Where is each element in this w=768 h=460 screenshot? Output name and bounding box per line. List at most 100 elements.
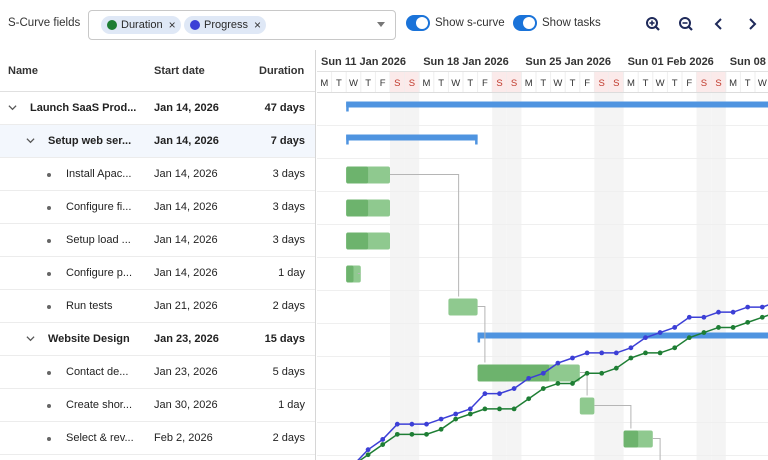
chip-progress[interactable]: Progress × (184, 16, 267, 34)
scurve-point-progress[interactable] (380, 437, 386, 442)
scurve-fields-select[interactable]: Duration × Progress × (88, 10, 396, 40)
table-row[interactable]: Contact de... Jan 23, 2026 5 days (0, 356, 315, 389)
task-start-date[interactable]: Jan 14, 2026 (154, 234, 218, 246)
scurve-point-duration[interactable] (380, 442, 386, 447)
task-start-date[interactable]: Jan 30, 2026 (154, 399, 218, 411)
task-name[interactable]: Setup load ... (66, 234, 131, 246)
scurve-point-duration[interactable] (759, 314, 765, 320)
task-duration[interactable]: 47 days (264, 102, 305, 114)
table-row[interactable]: Create shor... Jan 30, 2026 1 day (0, 389, 315, 422)
scurve-point-duration[interactable] (686, 335, 692, 341)
scurve-point-progress[interactable] (701, 314, 707, 320)
task-duration[interactable]: 1 day (278, 399, 305, 411)
scurve-point-progress[interactable] (555, 360, 561, 366)
scurve-point-duration[interactable] (730, 325, 736, 330)
scurve-point-duration[interactable] (745, 319, 751, 325)
task-name[interactable]: Select & rev... (66, 432, 134, 444)
chevron-right-icon[interactable] (742, 14, 762, 34)
task-duration[interactable]: 7 days (270, 135, 305, 147)
scurve-point-progress[interactable] (424, 421, 429, 427)
scurve-point-progress[interactable] (540, 370, 546, 376)
column-header-name[interactable]: Name (8, 65, 38, 77)
task-start-date[interactable]: Jan 14, 2026 (154, 267, 218, 279)
scurve-point-duration[interactable] (467, 411, 473, 417)
zoom-out-icon[interactable] (676, 14, 696, 34)
show-scurve-toggle[interactable] (406, 15, 430, 31)
show-tasks-toggle[interactable] (513, 15, 537, 31)
scurve-point-duration[interactable] (540, 386, 546, 391)
scurve-point-progress[interactable] (438, 416, 444, 422)
scurve-point-progress[interactable] (657, 330, 663, 335)
scurve-point-progress[interactable] (672, 325, 678, 330)
scurve-point-progress[interactable] (730, 309, 736, 315)
scurve-point-progress[interactable] (453, 411, 459, 417)
scurve-point-progress[interactable] (686, 314, 692, 320)
chevron-down-icon[interactable] (26, 136, 35, 145)
scurve-point-progress[interactable] (643, 335, 648, 341)
scurve-point-duration[interactable] (424, 431, 429, 437)
scurve-point-duration[interactable] (701, 330, 707, 335)
scurve-point-progress[interactable] (628, 345, 634, 351)
task-start-date[interactable]: Jan 23, 2026 (154, 366, 218, 378)
chevron-left-icon[interactable] (709, 14, 729, 34)
scurve-point-duration[interactable] (511, 406, 517, 412)
chevron-down-icon[interactable] (8, 103, 17, 112)
scurve-point-duration[interactable] (394, 431, 400, 437)
table-row[interactable]: Configure p... Jan 14, 2026 1 day (0, 257, 315, 290)
chevron-down-icon[interactable] (26, 334, 35, 343)
task-duration[interactable]: 1 day (278, 267, 305, 279)
scurve-point-duration[interactable] (613, 365, 619, 371)
scurve-point-duration[interactable] (453, 416, 459, 422)
table-row[interactable]: Select & rev... Feb 2, 2026 2 days (0, 422, 315, 455)
scurve-point-duration[interactable] (570, 381, 575, 386)
scurve-point-progress[interactable] (570, 355, 575, 361)
scurve-point-duration[interactable] (628, 355, 634, 361)
scurve-point-duration[interactable] (657, 350, 663, 356)
column-header-start-date[interactable]: Start date (154, 65, 205, 77)
scurve-point-progress[interactable] (482, 391, 488, 397)
summary-bar-website[interactable] (477, 332, 768, 339)
scurve-point-duration[interactable] (599, 370, 605, 376)
scurve-point-duration[interactable] (643, 350, 648, 356)
scurve-point-duration[interactable] (555, 381, 561, 386)
scurve-point-progress[interactable] (394, 421, 400, 427)
task-duration[interactable]: 3 days (272, 201, 305, 213)
task-start-date[interactable]: Jan 14, 2026 (154, 201, 218, 213)
task-start-date[interactable]: Jan 21, 2026 (154, 300, 218, 312)
scurve-point-progress[interactable] (526, 375, 532, 381)
scurve-point-progress[interactable] (599, 350, 605, 356)
task-duration[interactable]: 15 days (264, 333, 305, 345)
chevron-down-icon[interactable] (377, 22, 385, 27)
task-duration[interactable]: 5 days (272, 366, 305, 378)
task-duration[interactable]: 3 days (272, 234, 305, 246)
table-row[interactable]: Configure fi... Jan 14, 2026 3 days (0, 191, 315, 224)
scurve-point-progress[interactable] (759, 304, 765, 310)
task-name[interactable]: Setup web ser... (48, 135, 132, 147)
task-start-date[interactable]: Jan 14, 2026 (154, 168, 218, 180)
task-bar[interactable] (579, 397, 595, 415)
scurve-point-duration[interactable] (672, 345, 678, 351)
zoom-in-icon[interactable] (643, 14, 663, 34)
summary-bar-setup[interactable] (346, 134, 478, 141)
scurve-point-progress[interactable] (511, 386, 517, 391)
task-name[interactable]: Launch SaaS Prod... (30, 102, 137, 114)
chip-duration-remove-icon[interactable]: × (168, 18, 176, 32)
scurve-point-duration[interactable] (409, 431, 415, 437)
task-name[interactable]: Configure fi... (66, 201, 132, 213)
scurve-point-progress[interactable] (497, 391, 502, 397)
scurve-point-duration[interactable] (497, 406, 502, 412)
task-duration[interactable]: 2 days (272, 432, 305, 444)
task-name[interactable]: Install Apac... (66, 168, 132, 180)
task-name[interactable]: Configure p... (66, 267, 133, 279)
scurve-point-progress[interactable] (365, 447, 371, 453)
task-name[interactable]: Run tests (66, 300, 113, 312)
task-start-date[interactable]: Jan 14, 2026 (154, 102, 219, 114)
task-start-date[interactable]: Jan 14, 2026 (154, 135, 219, 147)
table-row[interactable]: Run tests Jan 21, 2026 2 days (0, 290, 315, 323)
task-bar[interactable] (448, 298, 478, 316)
scurve-point-duration[interactable] (365, 452, 371, 458)
column-header-duration[interactable]: Duration (259, 65, 305, 77)
scurve-point-progress[interactable] (467, 406, 473, 412)
task-start-date[interactable]: Jan 23, 2026 (154, 333, 219, 345)
task-start-date[interactable]: Feb 2, 2026 (154, 432, 213, 444)
